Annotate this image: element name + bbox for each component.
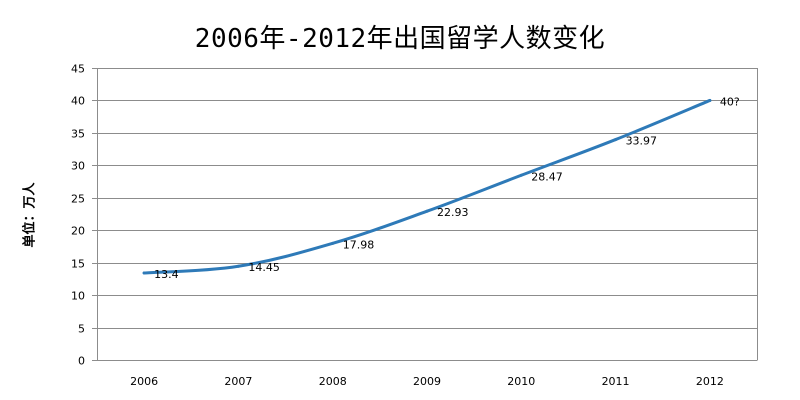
- x-tick-label: 2007: [224, 375, 252, 388]
- data-point: [614, 138, 618, 142]
- y-tick-label: 5: [78, 323, 85, 336]
- data-label: 33.97: [626, 135, 658, 148]
- data-point: [708, 98, 712, 102]
- data-label: 28.47: [531, 170, 563, 183]
- y-tick-label: 30: [71, 160, 85, 173]
- x-tick-label: 2009: [413, 375, 441, 388]
- series-line: [142, 98, 712, 275]
- y-tick-label: 40: [71, 95, 85, 108]
- y-tick-label: 20: [71, 225, 85, 238]
- data-label: 14.45: [248, 261, 280, 274]
- data-point: [519, 173, 523, 177]
- data-point: [331, 241, 335, 245]
- data-point: [236, 264, 240, 268]
- data-label: 40?: [720, 95, 740, 108]
- x-tick-label: 2008: [319, 375, 347, 388]
- y-tick-label: 15: [71, 258, 85, 271]
- data-label: 22.93: [437, 206, 469, 219]
- data-label: 13.4: [154, 268, 179, 281]
- x-tick-label: 2011: [602, 375, 630, 388]
- y-tick-label: 10: [71, 290, 85, 303]
- data-point: [425, 209, 429, 213]
- chart-title: 2006年-2012年出国留学人数变化: [194, 24, 606, 54]
- y-tick-label: 25: [71, 193, 85, 206]
- x-tick-label: 2012: [696, 375, 724, 388]
- y-tick-label: 35: [71, 128, 85, 141]
- x-tick-label: 2006: [130, 375, 158, 388]
- x-tick-label: 2010: [507, 375, 535, 388]
- data-point: [142, 271, 146, 275]
- data-label: 17.98: [343, 238, 375, 251]
- y-tick-label: 45: [71, 63, 85, 76]
- y-tick-label: 0: [78, 355, 85, 368]
